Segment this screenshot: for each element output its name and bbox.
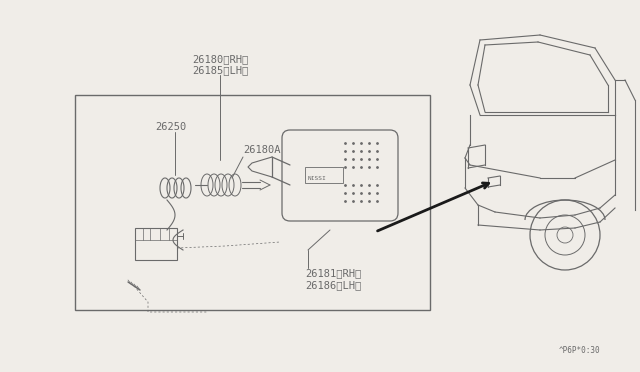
Text: 26186〈LH〉: 26186〈LH〉 <box>305 280 361 290</box>
Text: 26180〈RH〉: 26180〈RH〉 <box>192 54 248 64</box>
Text: NISSI: NISSI <box>308 176 327 180</box>
Text: 26185〈LH〉: 26185〈LH〉 <box>192 65 248 75</box>
Bar <box>75 95 430 310</box>
Text: ^P6P*0:30: ^P6P*0:30 <box>558 346 600 355</box>
Bar <box>135 228 177 260</box>
Text: 26250: 26250 <box>155 122 186 132</box>
Text: 26181〈RH〉: 26181〈RH〉 <box>305 268 361 278</box>
Bar <box>305 167 343 183</box>
Text: 26180A: 26180A <box>243 145 280 155</box>
